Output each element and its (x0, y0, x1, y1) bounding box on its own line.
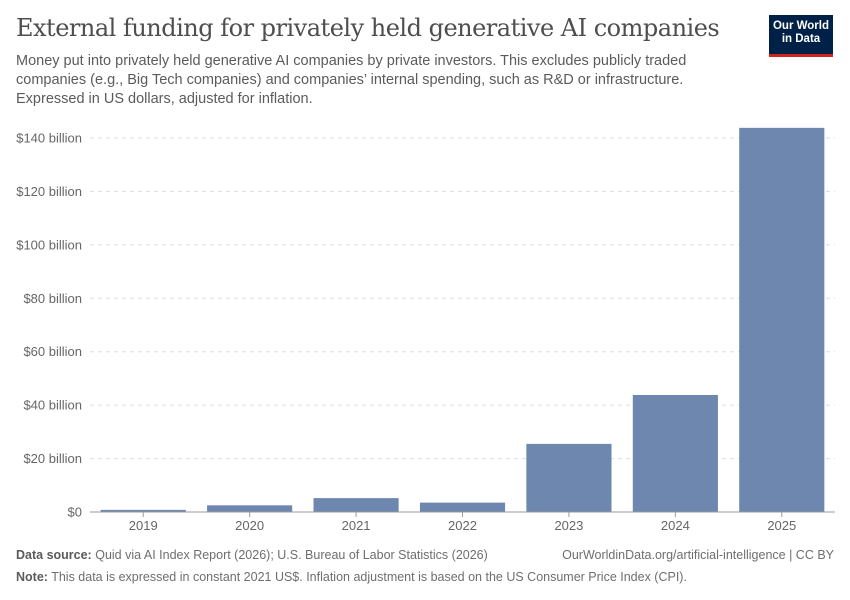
y-tick-label: $0 (68, 505, 82, 520)
source-label: Data source: (16, 548, 92, 562)
y-tick-label: $20 billion (23, 451, 82, 466)
x-tick-label: 2023 (554, 518, 583, 533)
x-tick-label: 2021 (342, 518, 371, 533)
x-tick-label: 2024 (661, 518, 690, 533)
x-tick-label: 2025 (767, 518, 796, 533)
owid-logo[interactable]: Our World in Data (769, 15, 833, 57)
bar-2024[interactable] (632, 394, 718, 512)
y-tick-label: $80 billion (23, 291, 82, 306)
y-tick-label: $100 billion (16, 237, 82, 252)
source-url[interactable]: OurWorldinData.org/artificial-intelligen… (562, 548, 834, 562)
chart-title: External funding for privately held gene… (16, 14, 720, 42)
logo-line-1: Our World (772, 20, 829, 32)
x-tick-label: 2022 (448, 518, 477, 533)
bar-2021[interactable] (313, 498, 399, 512)
y-tick-label: $40 billion (23, 398, 82, 413)
bar-2020[interactable] (207, 505, 293, 512)
x-tick-label: 2019 (129, 518, 158, 533)
source-text[interactable]: Quid via AI Index Report (2026); U.S. Bu… (95, 548, 488, 562)
note-label: Note: (16, 570, 48, 584)
bar-2023[interactable] (526, 443, 612, 512)
chart-subtitle: Money put into privately held generative… (16, 53, 687, 107)
source-line: Data source: Quid via AI Index Report (2… (16, 548, 488, 562)
logo-line-2: in Data (781, 33, 821, 45)
note-line: Note: This data is expressed in constant… (16, 570, 687, 584)
y-tick-label: $120 billion (16, 184, 82, 199)
bar-2025[interactable] (739, 127, 825, 512)
y-tick-label: $60 billion (23, 344, 82, 359)
bar-2019[interactable] (100, 509, 186, 512)
bar-2022[interactable] (419, 502, 506, 512)
y-tick-label: $140 billion (16, 131, 82, 146)
note-text: This data is expressed in constant 2021 … (51, 570, 687, 584)
x-tick-label: 2020 (235, 518, 264, 533)
